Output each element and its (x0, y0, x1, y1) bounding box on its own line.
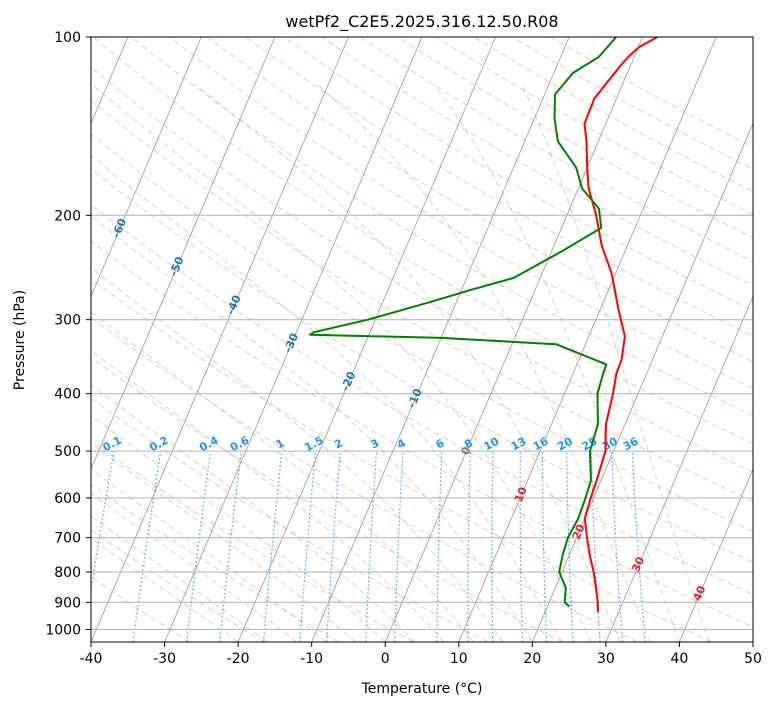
moist-adiabat-line (91, 442, 357, 642)
dry-adiabat-line (91, 168, 753, 563)
y-tick-label: 100 (54, 30, 81, 46)
moist-adiabat-line (91, 492, 298, 642)
y-axis-label: Pressure (hPa) (12, 290, 28, 390)
isotherm-line (678, 467, 753, 642)
mixing-ratio-label: 13 (509, 435, 529, 454)
moist-adiabat-line (91, 311, 474, 642)
mixing-ratio-line (91, 450, 115, 594)
x-tick-label: 0 (381, 651, 390, 667)
dry-adiabat-line (91, 356, 563, 642)
dry-adiabat-line (91, 240, 753, 628)
isotherm-label: 30 (629, 555, 647, 574)
dry-adiabat-line (91, 316, 638, 642)
isotherm-line (91, 37, 276, 471)
dry-adiabat-line (550, 37, 753, 148)
dry-adiabat-line (91, 203, 753, 595)
mixing-ratio-line (186, 451, 212, 642)
isotherm-label: 40 (691, 583, 709, 602)
isotherm-line (605, 295, 753, 642)
axes: -40 -30 -20 -10 0 10 20 30 40 50 100 200 300 400 500 60… (45, 30, 762, 667)
x-tick-label: -10 (300, 651, 323, 667)
y-tick-label: 200 (54, 208, 81, 224)
isotherm-line (164, 37, 423, 642)
y-tick-label: 300 (54, 313, 81, 329)
dry-adiabat-line (91, 440, 414, 642)
moist-adiabat-line (91, 537, 239, 642)
x-tick-label: 10 (450, 651, 468, 667)
mixing-ratio-label: 36 (621, 435, 641, 454)
dry-adiabat-line (512, 37, 753, 170)
dry-adiabat-line (91, 66, 753, 473)
moist-adiabat-line (91, 350, 445, 642)
moist-adiabat-line (521, 83, 710, 642)
x-tick-label: -30 (153, 651, 176, 667)
temperature-profile (583, 37, 658, 613)
isotherm-line (237, 37, 497, 642)
dewpoint-profile (309, 37, 617, 608)
dry-adiabat-line (91, 133, 753, 533)
isotherm-line (91, 37, 202, 298)
moist-adiabat-line (91, 468, 327, 642)
isotherm-line (384, 37, 644, 642)
mixing-ratio-line (219, 451, 242, 642)
y-tick-label: 1000 (45, 622, 81, 638)
isotherm-line (458, 37, 717, 642)
dry-adiabat-line (474, 37, 753, 193)
x-tick-label: 20 (523, 651, 541, 667)
x-axis-label: Temperature (°C) (361, 681, 483, 697)
y-tick-label: 800 (54, 565, 81, 581)
y-tick-label: 600 (54, 491, 81, 507)
x-tick-label: 40 (671, 651, 689, 667)
moist-adiabat-line (91, 384, 415, 642)
dry-adiabat-line (397, 37, 753, 239)
mixing-ratio-label: 10 (482, 435, 502, 454)
moist-adiabat-line (316, 83, 651, 642)
moist-adiabat-line (91, 155, 563, 642)
moist-adiabat-line (91, 415, 386, 642)
moist-adiabat-line (91, 515, 268, 642)
plot-frame (90, 36, 754, 643)
dry-adiabat-line (91, 483, 340, 642)
x-tick-label: 50 (744, 651, 762, 667)
x-tick-label: -20 (227, 651, 250, 667)
y-tick-label: 400 (54, 387, 81, 403)
moist-adiabat-line (194, 83, 622, 642)
dry-adiabat-line (169, 37, 753, 389)
isotherm-label: 10 (512, 485, 530, 504)
isotherm-line (91, 37, 349, 642)
moist-adiabat-line (432, 83, 680, 642)
dry-adiabat-line (435, 37, 753, 215)
x-tick-label: 30 (597, 651, 615, 667)
mixing-ratio-label: 16 (531, 435, 551, 454)
y-tick-label: 500 (54, 444, 81, 460)
mixing-ratio-line (132, 451, 162, 642)
y-tick-label: 900 (54, 595, 81, 611)
moist-adiabat-line (91, 83, 592, 642)
moist-adiabat-line (91, 215, 533, 642)
mixing-ratio-label: 20 (555, 435, 575, 454)
isotherm-line (531, 122, 753, 642)
y-tick-label: 700 (54, 531, 81, 547)
x-tick-label: -40 (80, 651, 103, 667)
chart-title: wetPf2_C2E5.2025.316.12.50.R08 (285, 12, 558, 32)
dry-adiabat-line (131, 37, 753, 417)
dry-adiabat-line (92, 37, 753, 445)
isotherm-line (311, 37, 570, 642)
